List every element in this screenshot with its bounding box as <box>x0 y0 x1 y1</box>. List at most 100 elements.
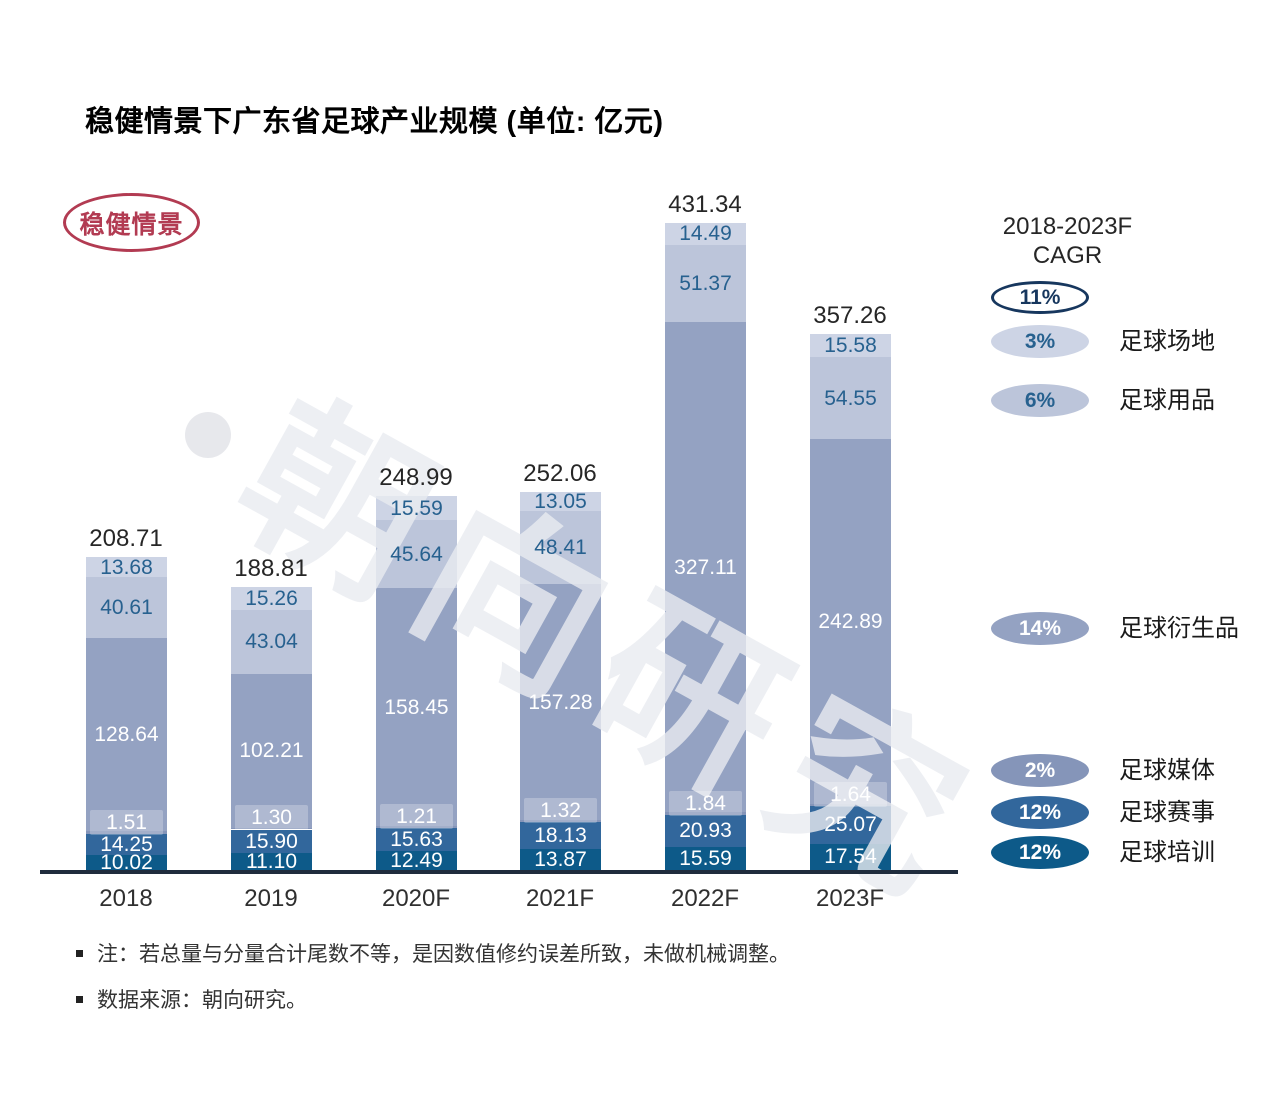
legend-cagr-value: 2% <box>1024 759 1056 782</box>
bar-segment-2022F-media: 1.84 <box>665 791 746 817</box>
legend-label-足球培训: 足球培训 <box>1119 839 1215 866</box>
segment-value-label: 15.59 <box>679 846 732 870</box>
legend-label-足球用品: 足球用品 <box>1119 387 1215 414</box>
bar-segment-2020F-venues: 15.59 <box>376 496 457 520</box>
segment-value-label: 15.58 <box>824 334 877 358</box>
x-axis-label-2021F: 2021F <box>525 885 595 912</box>
bar-segment-2020F-events: 15.63 <box>376 827 457 852</box>
segment-value-label: 45.64 <box>390 542 443 566</box>
legend-label-足球场地: 足球场地 <box>1119 328 1215 355</box>
segment-value-label: 1.84 <box>669 791 742 817</box>
total-label-2022F: 431.34 <box>668 191 742 218</box>
total-label-2019: 188.81 <box>234 554 308 582</box>
scenario-badge-label: 稳健情景 <box>79 210 184 239</box>
segment-value-label: 40.61 <box>100 596 153 620</box>
legend-cagr-value: 14% <box>1018 617 1062 640</box>
segment-value-label: 20.93 <box>679 819 732 843</box>
bar-segment-2022F-events: 20.93 <box>665 815 746 847</box>
segment-value-label: 12.49 <box>390 849 443 873</box>
segment-value-label: 17.54 <box>824 845 877 869</box>
bar-segment-2019-derivatives: 102.21 <box>231 674 312 828</box>
x-axis-label-2022F: 2022F <box>670 885 740 912</box>
bar-segment-2018-goods: 40.61 <box>86 577 167 639</box>
bullet-icon <box>76 995 83 1003</box>
bar-segment-2022F-derivatives: 327.11 <box>665 321 746 813</box>
bar-segment-2021F-events: 18.13 <box>520 822 601 850</box>
segment-value-label: 14.25 <box>100 832 153 856</box>
segment-value-label: 157.28 <box>528 690 593 714</box>
bar-segment-2019-events: 15.90 <box>231 829 312 854</box>
segment-value-label: 1.64 <box>814 782 887 808</box>
segment-value-label: 1.30 <box>235 805 308 831</box>
total-label-2018: 208.71 <box>89 524 163 552</box>
segment-value-label: 327.11 <box>674 555 737 579</box>
legend-cagr-ellipse-足球媒体: 2% <box>991 754 1089 787</box>
bar-segment-2018-venues: 13.68 <box>86 557 167 578</box>
footnote-source: 数据来源：朝向研究。 <box>76 984 307 1014</box>
bar-segment-2021F-media: 1.32 <box>520 797 601 823</box>
bar-segment-2022F-training: 15.59 <box>665 846 746 870</box>
segment-value-label: 25.07 <box>824 813 877 837</box>
segment-value-label: 10.02 <box>100 850 153 874</box>
segment-value-label: 54.55 <box>824 386 877 410</box>
x-axis-line <box>40 870 958 874</box>
segment-value-label: 15.59 <box>390 496 443 520</box>
bar-segment-2020F-training: 12.49 <box>376 849 457 873</box>
legend-cagr-ellipse-足球场地: 3% <box>991 325 1089 358</box>
total-label-2023F: 357.26 <box>813 302 887 330</box>
segment-value-label: 242.89 <box>818 609 883 633</box>
x-axis-label-2018: 2018 <box>99 885 153 912</box>
bar-segment-2018-training: 10.02 <box>86 850 167 874</box>
x-axis-label-2023F: 2023F <box>815 885 885 912</box>
bar-segment-2023F-venues: 15.58 <box>810 334 891 358</box>
segment-value-label: 13.68 <box>100 555 153 579</box>
bar-segment-2021F-training: 13.87 <box>520 849 601 870</box>
segment-value-label: 13.05 <box>534 490 587 514</box>
segment-value-label: 1.32 <box>524 797 597 823</box>
watermark-dot <box>185 412 231 458</box>
bar-segment-2020F-derivatives: 158.45 <box>376 588 457 826</box>
legend-cagr-ellipse-足球培训: 12% <box>991 836 1089 869</box>
legend-cagr-ellipse-足球用品: 6% <box>991 384 1089 417</box>
bar-segment-2023F-derivatives: 242.89 <box>810 439 891 804</box>
bar-segment-2023F-media: 1.64 <box>810 782 891 808</box>
bar-segment-2022F-venues: 14.49 <box>665 223 746 245</box>
legend-label-足球衍生品: 足球衍生品 <box>1119 615 1239 642</box>
total-label-2021F: 252.06 <box>523 459 597 487</box>
footnote-text: 数据来源：朝向研究。 <box>97 989 307 1012</box>
segment-value-label: 158.45 <box>384 695 449 719</box>
segment-value-label: 43.04 <box>245 630 298 654</box>
bar-segment-2023F-goods: 54.55 <box>810 357 891 440</box>
bar-segment-2020F-media: 1.21 <box>376 803 457 829</box>
x-axis-label-2020F: 2020F <box>381 885 451 912</box>
x-axis-label-2019: 2019 <box>244 885 298 912</box>
total-label-2020F: 248.99 <box>379 464 453 492</box>
bar-segment-2019-media: 1.30 <box>231 805 312 831</box>
bar-segment-2020F-goods: 45.64 <box>376 519 457 589</box>
segment-value-label: 1.51 <box>90 809 163 835</box>
page-title: 稳健情景下广东省足球产业规模 (单位: 亿元) <box>85 106 664 138</box>
bar-segment-2019-training: 11.10 <box>231 851 312 872</box>
scenario-badge: 稳健情景 <box>63 193 200 252</box>
segment-value-label: 15.26 <box>245 586 298 610</box>
legend-total-cagr-value: 11% <box>1019 286 1061 309</box>
legend-cagr-value: 6% <box>1024 389 1056 412</box>
segment-value-label: 1.21 <box>380 803 453 829</box>
bar-segment-2023F-training: 17.54 <box>810 843 891 870</box>
segment-value-label: 48.41 <box>534 536 587 560</box>
cagr-legend-header: 2018-2023F CAGR <box>975 212 1160 270</box>
bar-segment-2021F-derivatives: 157.28 <box>520 584 601 820</box>
bar-segment-2018-media: 1.51 <box>86 809 167 835</box>
legend-cagr-value: 3% <box>1024 330 1056 353</box>
bullet-icon <box>76 949 83 957</box>
bar-segment-2019-venues: 15.26 <box>231 586 312 610</box>
bar-segment-2018-events: 14.25 <box>86 832 167 856</box>
legend-cagr-value: 12% <box>1018 841 1062 864</box>
bar-segment-2021F-goods: 48.41 <box>520 511 601 585</box>
footnote-text: 注：若总量与分量合计尾数不等，是因数值修约误差所致，未做机械调整。 <box>97 943 790 966</box>
segment-value-label: 128.64 <box>94 723 159 747</box>
legend-cagr-ellipse-足球衍生品: 14% <box>991 612 1089 645</box>
legend-cagr-value: 12% <box>1018 801 1062 824</box>
